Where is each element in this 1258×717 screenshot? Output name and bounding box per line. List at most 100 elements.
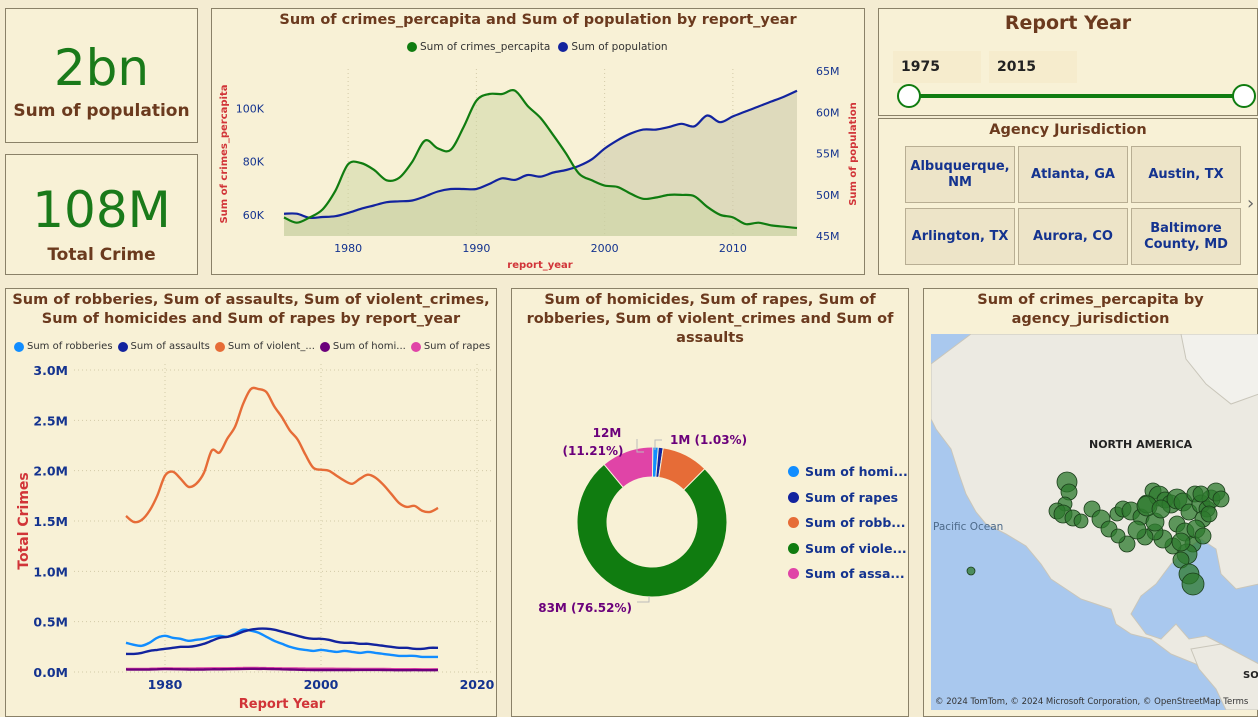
donut-legend-item[interactable]: Sum of rapes (788, 490, 898, 505)
greenland-landmass (1180, 334, 1258, 405)
legend-dot (788, 542, 799, 554)
chevron-right-icon[interactable]: › (1247, 193, 1255, 214)
tile-baltimore-county[interactable]: Baltimore County, MD (1131, 208, 1241, 265)
slicer-to-input[interactable]: 2015 (989, 51, 1077, 83)
chart2-plot: 0.0M 0.5M 1.0M 1.5M 2.0M 2.5M 3.0M 1980 2000 2020… (16, 363, 495, 712)
y2-tick-label: 55M (816, 148, 840, 161)
map-data-point[interactable] (1073, 513, 1089, 529)
donut-slice-3[interactable] (576, 463, 728, 598)
legend-item-rapes[interactable]: Sum of rapes (410, 341, 491, 352)
map-data-point[interactable] (1151, 499, 1171, 519)
slicer-from-input[interactable]: 1975 (893, 51, 981, 83)
map-data-point[interactable] (1127, 520, 1147, 540)
series-line-0[interactable] (125, 628, 438, 659)
x-tick-label: 2020 (460, 677, 495, 692)
leader-line (636, 439, 644, 453)
crimes-percapita-population-chart[interactable]: Sum of crimes_percapita and Sum of popul… (211, 8, 865, 275)
crime-types-by-year-chart[interactable]: Sum of robberies, Sum of assaults, Sum o… (5, 288, 497, 717)
legend-item-population[interactable]: Sum of population (558, 41, 668, 53)
map-data-point[interactable] (1194, 527, 1212, 545)
series-line-3[interactable] (125, 667, 439, 672)
series-line-1[interactable] (125, 627, 439, 656)
map-data-point[interactable] (1110, 528, 1126, 544)
kpi-card-crime[interactable]: 108M Total Crime (5, 154, 198, 275)
legend-dot (788, 568, 799, 579)
chart1-title: Sum of crimes_percapita and Sum of popul… (279, 12, 797, 28)
map-data-point[interactable] (1181, 572, 1205, 596)
tile-arlington[interactable]: Arlington, TX (905, 208, 1015, 265)
x-tick-label: 1990 (462, 242, 490, 255)
tile-atlanta[interactable]: Atlanta, GA (1018, 146, 1128, 203)
map-data-point[interactable] (1171, 532, 1191, 552)
legend-dot (319, 341, 330, 352)
agency-jurisdiction-slicer[interactable]: Agency Jurisdiction Albuquerque, NM Atla… (878, 118, 1258, 275)
donut-slice-4[interactable] (603, 446, 654, 489)
donut-legend-item[interactable]: Sum of robb... (788, 515, 906, 530)
y2-tick-label: 60M (816, 106, 840, 119)
donut-legend-item[interactable]: Sum of viole... (788, 541, 907, 556)
x-tick-label: 2010 (719, 242, 747, 255)
donut-plot: 12M (11.21%) 1M (1.03%) 83M (76.52%) (538, 426, 747, 615)
jurisdiction-title: Agency Jurisdiction (989, 122, 1147, 138)
kpi-population-label: Sum of population (13, 101, 190, 121)
south-america-landmass (1190, 643, 1258, 710)
chart1-plot: 1980 1990 2000 2010 60K 80K 100K 45M 50M 55M 60M 65… (219, 65, 859, 271)
y-axis-label: Sum of crimes_percapita (219, 84, 230, 223)
y-tick-label: 0.5M (33, 615, 68, 630)
leader-line (637, 596, 650, 603)
slicer-handle-start[interactable] (897, 84, 921, 108)
legend-dot (410, 341, 421, 352)
legend-label: Sum of assa... (805, 566, 905, 581)
series-line-2[interactable] (125, 386, 439, 524)
assaults-pct-label: (11.21%) (563, 444, 624, 458)
map-card[interactable]: Sum of crimes_percapita by agency_jurisd… (923, 288, 1258, 717)
legend-item-homicides[interactable]: Sum of homi... (319, 341, 406, 352)
y2-tick-label: 65M (816, 65, 840, 78)
y-tick-label: 100K (236, 103, 265, 116)
tile-aurora[interactable]: Aurora, CO (1018, 208, 1128, 265)
y-tick-label: 2.0M (33, 464, 68, 479)
kpi-crime-label: Total Crime (47, 245, 156, 265)
chart1-legend: Sum of crimes_percapita Sum of populatio… (407, 41, 676, 53)
legend-item-violent-crimes[interactable]: Sum of violent_... (214, 341, 315, 352)
y-tick-label: 3.0M (33, 363, 68, 378)
population-series-line[interactable] (283, 89, 798, 220)
legend-label: Sum of rapes (423, 341, 491, 352)
kpi-card-population[interactable]: 2bn Sum of population (5, 8, 198, 143)
legend-label: Sum of rapes (805, 489, 899, 505)
legend-dot (788, 517, 799, 528)
donut-legend-item[interactable]: Sum of assa... (788, 566, 905, 581)
crimes-percapita-series-line[interactable] (283, 89, 798, 230)
legend-dot (407, 42, 417, 52)
legend-item-assaults[interactable]: Sum of assaults (117, 341, 210, 352)
kpi-population-value: 2bn (53, 39, 150, 97)
legend-item-robberies[interactable]: Sum of robberies (14, 341, 113, 352)
map-attribution[interactable]: © 2024 TomTom, © 2024 Microsoft Corporat… (935, 697, 1249, 707)
map-data-point[interactable] (1212, 490, 1230, 508)
map-view[interactable]: NORTH AMERICA Pacific Ocean SOUT © 2024 … (931, 334, 1258, 710)
legend-label: Sum of violent_... (227, 341, 315, 352)
y2-axis-label: Sum of population (848, 102, 859, 206)
kpi-crime-value: 108M (32, 181, 171, 239)
map-points[interactable] (966, 471, 1230, 596)
y2-tick-label: 45M (816, 230, 840, 243)
crime-share-donut-chart[interactable]: Sum of homicides, Sum of rapes, Sum of r… (511, 288, 909, 717)
map-data-point[interactable] (966, 566, 976, 576)
tile-albuquerque[interactable]: Albuquerque, NM (905, 146, 1015, 203)
tile-austin[interactable]: Austin, TX (1131, 146, 1241, 203)
legend-item-crimes-percapita[interactable]: Sum of crimes_percapita (407, 41, 550, 53)
y-tick-label: 0.0M (33, 665, 68, 680)
chart2-title: Sum of robberies, Sum of assaults, Sum o… (12, 292, 490, 327)
legend-label: Sum of viole... (805, 540, 907, 556)
report-year-slicer[interactable]: Report Year 1975 2015 (878, 8, 1258, 116)
map-data-point[interactable] (1200, 505, 1218, 523)
map-data-point[interactable] (1192, 485, 1210, 503)
continent-label: NORTH AMERICA (1089, 438, 1193, 451)
leader-line (654, 439, 662, 450)
slicer-track[interactable] (909, 94, 1244, 98)
donut-legend-item[interactable]: Sum of homi... (788, 464, 908, 479)
legend-dot (788, 466, 799, 477)
rapes-data-label: 1M (1.03%) (670, 433, 747, 447)
slicer-handle-end[interactable] (1232, 84, 1256, 108)
legend-label: Sum of robb... (805, 515, 906, 530)
